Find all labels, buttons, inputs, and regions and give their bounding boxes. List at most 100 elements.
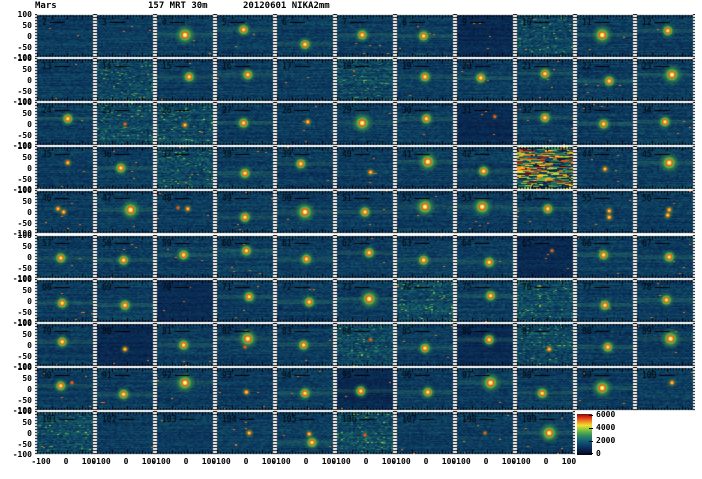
panel-104 [215,411,275,455]
y-tick-label: 100 [17,231,32,240]
panel-canvas [395,279,455,323]
panel-canvas [455,235,515,279]
panel-canvas [95,411,155,455]
y-tick-label: -100 [12,362,32,371]
panel-canvas [455,323,515,367]
y-tick-label: -100 [12,185,32,194]
panel-canvas [395,235,455,279]
panel-canvas [215,411,275,455]
panel-canvas [575,235,635,279]
panel-62 [335,235,395,279]
colorbar-label: 2000 [596,436,616,445]
y-tick-label: 0 [27,32,32,41]
title-object: Mars [35,1,57,11]
panel-106 [335,411,395,455]
panel-canvas [575,14,635,58]
panel-8 [395,14,455,58]
panel-37 [155,146,215,190]
x-tick-label: -100 [391,457,411,466]
panel-79 [35,323,95,367]
panel-56 [635,190,695,234]
panel-canvas [215,58,275,102]
panel-canvas [335,323,395,367]
title-date-instrument: 20120601 NIKA2mm [243,1,330,11]
panel-14 [95,58,155,102]
x-tick-label: 0 [303,457,309,466]
plot-title: Mars 157 MRT 30m 20120601 NIKA2mm [0,1,330,13]
y-tick-label: -50 [17,440,32,449]
panel-canvas [155,323,215,367]
y-tick-label: 100 [17,142,32,151]
panel-59 [155,235,215,279]
panel-107 [395,411,455,455]
y-tick-label: 50 [22,197,32,206]
panel-canvas [155,190,215,234]
panel-63 [395,235,455,279]
colorbar-gradient [577,414,592,455]
panel-67 [635,235,695,279]
panel-9 [455,14,515,58]
panel-canvas [515,411,575,455]
y-tick-label: -100 [12,450,32,459]
panel-69 [95,279,155,323]
panel-canvas [95,323,155,367]
panel-32 [515,102,575,146]
panel-100 [635,367,695,411]
panel-canvas [335,279,395,323]
panel-canvas [455,190,515,234]
x-tick-label: 0 [243,457,249,466]
y-tick-label: 0 [27,297,32,306]
panel-75 [455,279,515,323]
panel-55 [575,190,635,234]
x-tick-label: -100 [271,457,291,466]
panel-66 [575,235,635,279]
panel-2 [35,14,95,58]
panel-60 [215,235,275,279]
panel-65 [515,235,575,279]
panel-89 [635,323,695,367]
y-tick-label: 0 [27,208,32,217]
panel-42 [455,146,515,190]
panel-canvas [515,279,575,323]
y-tick-label: -50 [17,308,32,317]
y-tick-label: -50 [17,87,32,96]
panel-canvas [35,323,95,367]
panel-82 [215,323,275,367]
y-tick-label: -50 [17,219,32,228]
y-tick-label: 0 [27,341,32,350]
x-tick-label: 100 [501,457,517,466]
panel-canvas [35,14,95,58]
panel-canvas [395,14,455,58]
panel-51 [335,190,395,234]
colorbar-label: 6000 [596,410,616,419]
panel-24 [35,102,95,146]
panel-canvas [95,190,155,234]
panel-canvas [515,102,575,146]
panel-canvas [575,58,635,102]
panel-canvas [95,102,155,146]
y-tick-label: 0 [27,253,32,262]
panel-canvas [95,235,155,279]
panel-96 [395,367,455,411]
panel-canvas [35,411,95,455]
panel-53 [455,190,515,234]
panel-canvas [515,323,575,367]
panel-canvas [635,58,695,102]
panel-canvas [455,146,515,190]
panel-44 [575,146,635,190]
panel-4 [155,14,215,58]
panel-93 [215,367,275,411]
panel-46 [35,190,95,234]
panel-canvas [275,58,335,102]
panel-39 [275,146,335,190]
panel-canvas [635,235,695,279]
y-tick-label: 0 [27,120,32,129]
panel-99 [575,367,635,411]
panel-34 [635,102,695,146]
panel-canvas [275,235,335,279]
panel-canvas [575,279,635,323]
panel-canvas [35,58,95,102]
panel-6 [275,14,335,58]
y-tick-label: 0 [27,385,32,394]
panel-27 [215,102,275,146]
